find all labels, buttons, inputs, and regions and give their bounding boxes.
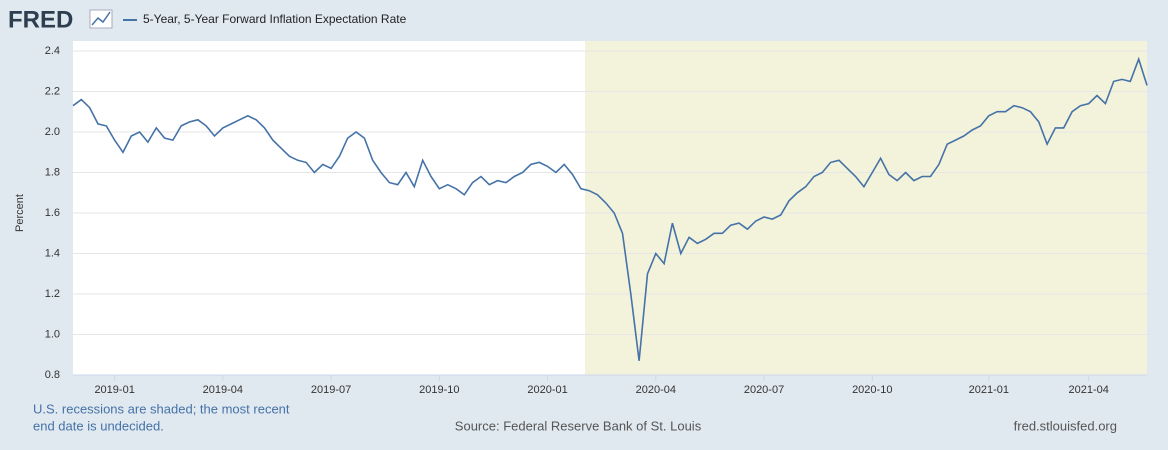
x-tick-label: 2021-01 (969, 384, 1009, 396)
y-tick-label: 1.2 (45, 288, 60, 300)
y-tick-label: 2.4 (45, 45, 60, 57)
y-tick-label: 2.0 (45, 126, 60, 138)
x-tick-label: 2020-01 (527, 384, 567, 396)
y-tick-label: 1.6 (45, 207, 60, 219)
y-tick-label: 0.8 (45, 369, 60, 381)
y-tick-label: 1.0 (45, 328, 60, 340)
logo-icon-line (91, 11, 111, 26)
x-tick-label: 2019-07 (311, 384, 351, 396)
y-tick-label: 2.2 (45, 85, 60, 97)
x-tick-label: 2019-04 (203, 384, 243, 396)
logo-icon (89, 9, 113, 29)
y-tick-label: 1.4 (45, 247, 60, 259)
series-line (72, 56, 1148, 361)
x-tick-label: 2019-01 (94, 384, 134, 396)
x-tick-label: 2020-10 (852, 384, 892, 396)
footer-note: U.S. recessions are shaded; the most rec… (33, 401, 290, 416)
x-tick-label: 2020-07 (744, 384, 784, 396)
y-axis-label: Percent (14, 194, 26, 232)
y-tick-label: 1.8 (45, 166, 60, 178)
logo: FRED (8, 6, 73, 33)
legend-label: 5-Year, 5-Year Forward Inflation Expecta… (143, 12, 407, 26)
x-tick-label: 2020-04 (636, 384, 676, 396)
recession-shade (585, 41, 1147, 375)
footer-note: end date is undecided. (33, 418, 164, 433)
source: Source: Federal Reserve Bank of St. Loui… (455, 418, 702, 433)
url: fred.stlouisfed.org (1014, 418, 1117, 433)
x-tick-label: 2021-04 (1069, 384, 1109, 396)
x-tick-label: 2019-10 (419, 384, 459, 396)
